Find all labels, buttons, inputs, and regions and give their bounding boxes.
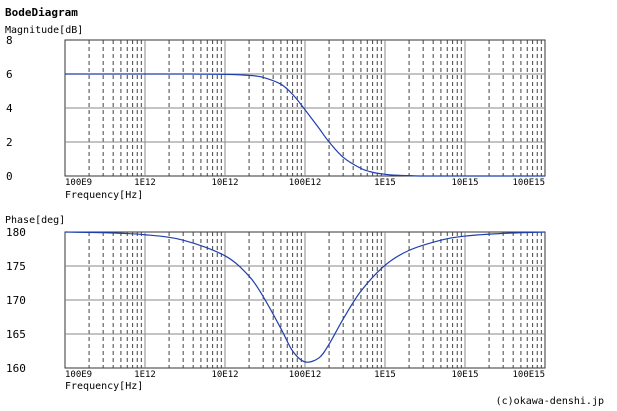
x-tick-label: 1E12 (134, 370, 156, 380)
x-tick-label: 100E9 (65, 370, 92, 380)
x-tick-label: 1E12 (134, 178, 156, 188)
x-tick-label: 100E15 (512, 370, 545, 380)
y-tick-label: 4 (6, 102, 13, 115)
x-tick-label: 100E15 (512, 178, 545, 188)
copyright-text: (c)okawa-denshi.jp (496, 396, 604, 407)
phase-axis-label: Phase[deg] (5, 215, 65, 226)
y-tick-label: 170 (6, 294, 26, 307)
y-tick-label: 0 (6, 170, 13, 183)
phase-series-line (64, 231, 546, 363)
magnitude-y-ticks: 0 2 4 6 8 (6, 34, 13, 183)
x-tick-label: 100E12 (289, 178, 322, 188)
y-tick-label: 6 (6, 68, 13, 81)
y-tick-label: 180 (6, 226, 26, 239)
x-tick-label: 100E9 (65, 178, 92, 188)
x-tick-label: 1E15 (374, 178, 396, 188)
y-tick-label: 2 (6, 136, 13, 149)
x-tick-label: 10E15 (451, 370, 478, 380)
x-tick-label: 10E12 (211, 178, 238, 188)
x-tick-label: 10E12 (211, 370, 238, 380)
x-tick-label: 1E15 (374, 370, 396, 380)
app-title: BodeDiagram (5, 6, 78, 19)
magnitude-x-ticks: 100E9 1E12 10E12 100E12 1E15 10E15 100E15 (65, 178, 545, 188)
magnitude-chart: Magnitude[dB] 0 2 4 6 8 100E9 1E12 10E12 100E12… (5, 25, 546, 201)
phase-y-ticks: 160 165 170 175 180 (6, 226, 26, 375)
x-tick-label: 10E15 (451, 178, 478, 188)
phase-grid (65, 232, 545, 368)
magnitude-axis-label: Magnitude[dB] (5, 25, 83, 36)
x-tick-label: 100E12 (289, 370, 322, 380)
magnitude-x-axis-label: Frequency[Hz] (65, 190, 143, 201)
phase-x-ticks: 100E9 1E12 10E12 100E12 1E15 10E15 100E15 (65, 370, 545, 380)
magnitude-series-line (65, 73, 545, 177)
y-tick-label: 160 (6, 362, 26, 375)
y-tick-label: 175 (6, 260, 26, 273)
phase-x-axis-label: Frequency[Hz] (65, 381, 143, 392)
y-tick-label: 8 (6, 34, 13, 47)
phase-chart: Phase[deg] 160 165 170 175 180 100E9 1E12 10E1… (5, 215, 546, 392)
magnitude-grid (65, 40, 545, 176)
y-tick-label: 165 (6, 328, 26, 341)
